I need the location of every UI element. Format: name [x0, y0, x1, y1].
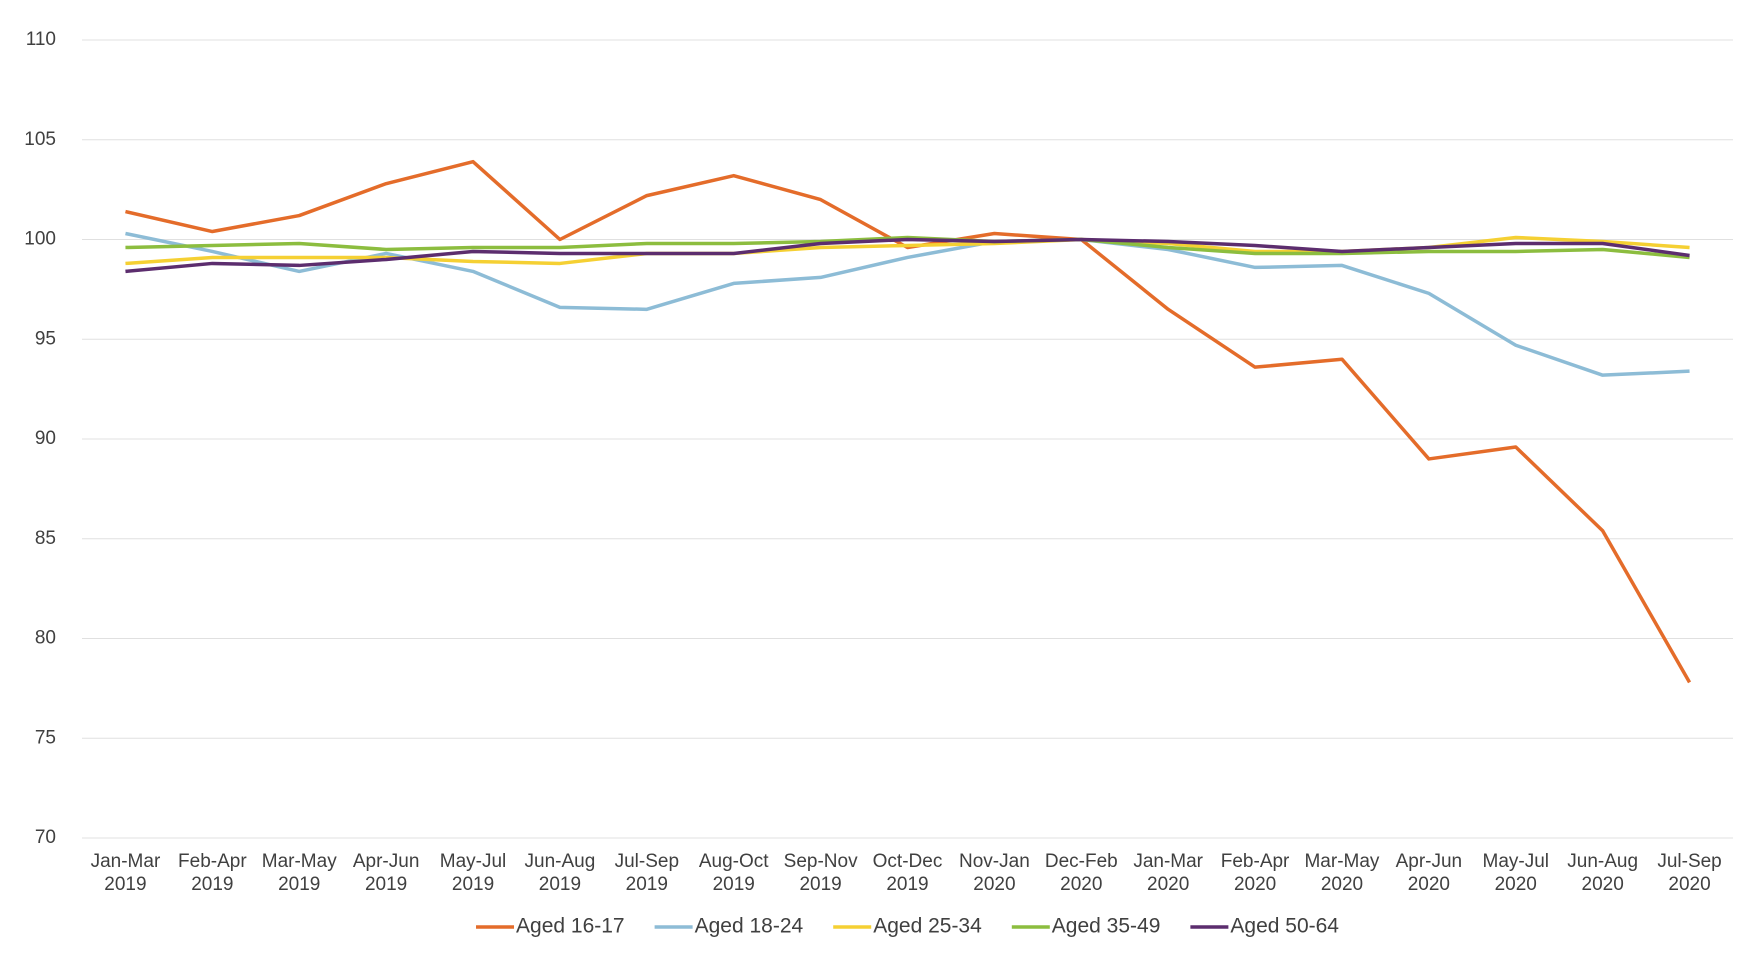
x-tick-label: Aug-Oct — [699, 851, 769, 872]
x-tick-label: Jun-Aug — [1567, 851, 1638, 872]
x-tick-label: 2019 — [365, 874, 407, 895]
x-tick-label: Feb-Apr — [178, 851, 247, 872]
x-tick-label: Nov-Jan — [959, 851, 1030, 872]
y-tick-label: 75 — [35, 727, 56, 748]
x-tick-label: Dec-Feb — [1045, 851, 1118, 872]
y-tick-label: 70 — [35, 827, 56, 848]
y-tick-label: 90 — [35, 428, 56, 449]
x-tick-label: 2020 — [1147, 874, 1189, 895]
legend-label: Aged 18-24 — [695, 915, 804, 938]
x-tick-label: 2019 — [278, 874, 320, 895]
x-tick-label: May-Jul — [440, 851, 507, 872]
x-tick-label: 2020 — [1321, 874, 1363, 895]
x-tick-label: Jul-Sep — [615, 851, 679, 872]
x-tick-label: Apr-Jun — [353, 851, 420, 872]
y-tick-label: 85 — [35, 528, 56, 549]
x-tick-label: 2019 — [886, 874, 928, 895]
x-tick-label: 2020 — [1668, 874, 1710, 895]
x-tick-label: May-Jul — [1483, 851, 1550, 872]
x-tick-label: 2020 — [1234, 874, 1276, 895]
legend-label: Aged 50-64 — [1230, 915, 1339, 938]
legend-label: Aged 16-17 — [516, 915, 625, 938]
x-tick-label: 2019 — [104, 874, 146, 895]
x-tick-label: Oct-Dec — [873, 851, 943, 872]
x-tick-label: 2019 — [799, 874, 841, 895]
y-tick-label: 110 — [26, 29, 56, 50]
x-tick-label: Jan-Mar — [1133, 851, 1203, 872]
x-tick-label: Apr-Jun — [1396, 851, 1463, 872]
legend-label: Aged 25-34 — [873, 915, 982, 938]
legend-label: Aged 35-49 — [1052, 915, 1161, 938]
y-tick-label: 95 — [35, 328, 56, 349]
x-tick-label: 2020 — [1408, 874, 1450, 895]
x-tick-label: 2020 — [973, 874, 1015, 895]
series-line — [125, 237, 1690, 274]
x-tick-label: Feb-Apr — [1221, 851, 1290, 872]
x-tick-label: 2019 — [191, 874, 233, 895]
y-tick-label: 105 — [24, 129, 56, 150]
x-tick-label: Jun-Aug — [525, 851, 596, 872]
x-tick-label: 2020 — [1582, 874, 1624, 895]
x-tick-label: 2019 — [452, 874, 494, 895]
x-tick-label: 2020 — [1495, 874, 1537, 895]
x-tick-label: Mar-May — [1304, 851, 1379, 872]
x-tick-label: 2020 — [1060, 874, 1102, 895]
x-tick-label: 2019 — [626, 874, 668, 895]
y-tick-label: 80 — [35, 628, 56, 649]
y-tick-label: 100 — [24, 229, 56, 250]
x-tick-label: Sep-Nov — [784, 851, 858, 872]
x-tick-label: Jan-Mar — [91, 851, 161, 872]
x-tick-label: 2019 — [713, 874, 755, 895]
legend: Aged 16-17 Aged 18-24 Aged 25-34 Aged 35-49… — [476, 915, 1339, 938]
x-tick-label: 2019 — [539, 874, 581, 895]
x-tick-label: Jul-Sep — [1657, 851, 1721, 872]
series-line — [125, 231, 1690, 377]
series-line — [125, 235, 1690, 260]
series-line — [125, 159, 1692, 684]
x-tick-label: Mar-May — [262, 851, 337, 872]
